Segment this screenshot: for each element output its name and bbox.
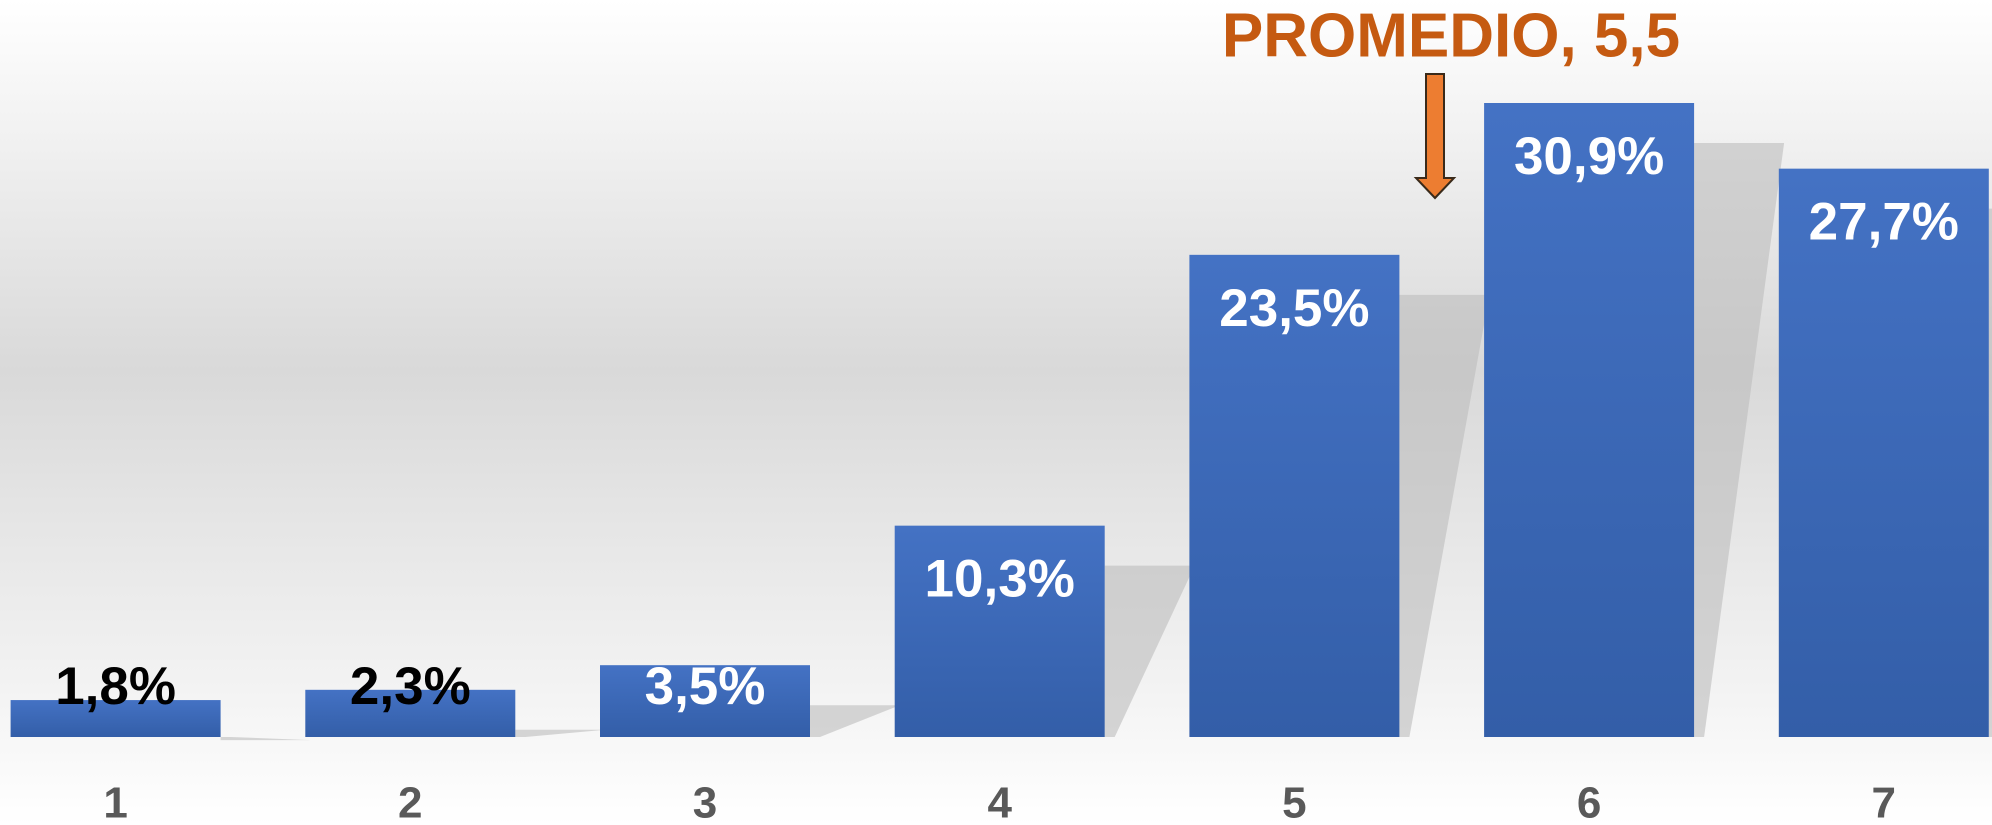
bar	[1484, 103, 1695, 737]
x-tick-label: 5	[1282, 779, 1306, 825]
bar-shadow	[810, 705, 900, 737]
bar	[600, 665, 810, 737]
bar-shadow	[515, 729, 606, 737]
bar	[1778, 168, 1989, 737]
bar-shadow	[220, 737, 311, 741]
data-label: 27,7%	[1809, 193, 1959, 252]
data-label: 30,9%	[1514, 127, 1664, 186]
x-tick-label: 1	[103, 779, 127, 825]
bar-shadow	[1399, 294, 1490, 737]
x-tick-label: 4	[987, 779, 1012, 825]
data-label: 3,5%	[645, 657, 766, 716]
bar	[10, 700, 221, 737]
x-tick-label: 2	[398, 779, 422, 825]
bar-shadow	[1988, 208, 1992, 737]
x-tick-label: 3	[693, 779, 717, 825]
data-label: 1,8%	[55, 657, 176, 716]
x-tick-label: 7	[1872, 779, 1896, 825]
bar-shadow	[1694, 143, 1785, 737]
bar-shadow	[1104, 565, 1195, 737]
bar	[1189, 254, 1400, 737]
annotation: PROMEDIO, 5,5	[1222, 1, 1680, 70]
data-label: 23,5%	[1219, 279, 1369, 338]
x-tick-label: 6	[1577, 779, 1601, 825]
bar	[894, 525, 1105, 737]
bar	[305, 689, 516, 737]
annotation-arrow	[1413, 73, 1457, 200]
data-label: 10,3%	[925, 550, 1075, 609]
data-label: 2,3%	[350, 657, 471, 716]
